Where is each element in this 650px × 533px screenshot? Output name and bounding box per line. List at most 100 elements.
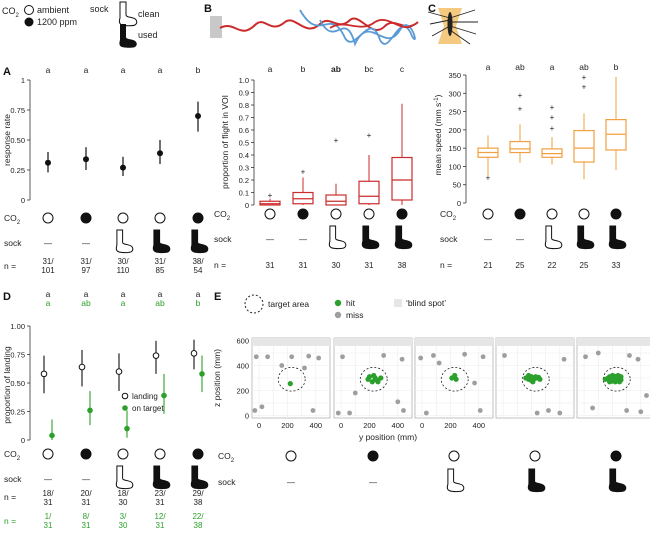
sock-icon [394, 225, 413, 250]
panel-b-letter: B [204, 3, 212, 15]
hit-point [527, 374, 533, 380]
sock-icon [115, 229, 134, 254]
panel-d-n-target-label: n = [4, 516, 16, 526]
y-tick-label: 1.0 [239, 76, 249, 85]
miss-point [534, 410, 540, 416]
co2-marker [529, 450, 541, 462]
y-tick-label: 0 [21, 436, 25, 445]
landing-letter: a [121, 289, 126, 299]
panel-d-letter: D [3, 291, 11, 303]
miss-point [279, 363, 285, 368]
miss-point [431, 353, 436, 358]
no-sock-dash: — [516, 235, 524, 244]
co2-marker [117, 448, 129, 460]
mosquito-body [447, 12, 453, 36]
miss-point [436, 360, 442, 366]
hit-point [369, 379, 375, 385]
miss-point [259, 404, 265, 410]
landing-sample-size: 18/30 [117, 489, 129, 507]
sock-icon [527, 468, 546, 493]
outlier: + [301, 167, 306, 176]
significance-letter: b [301, 64, 306, 74]
co2-marker [285, 450, 297, 462]
legend-used-label: used [138, 30, 158, 40]
miss-point [627, 353, 632, 358]
e-subplot-2: 0 200 400 [333, 337, 413, 430]
sample-size: 31 [266, 261, 275, 270]
e-y-tick-label: 200 [236, 387, 249, 396]
y-tick-label: 0.7 [239, 114, 249, 123]
no-sock-dash: — [369, 478, 377, 487]
legend-clean-sock-icon [118, 1, 138, 27]
sock-icon [446, 468, 465, 493]
target-point [87, 407, 93, 414]
co2-marker [80, 448, 92, 460]
co2-marker [80, 212, 92, 224]
co2-marker [154, 212, 166, 224]
sock-icon [361, 225, 380, 250]
panel-d-co2-label: CO2 [4, 449, 21, 462]
box [509, 140, 531, 154]
panel-a-letter: A [3, 66, 11, 78]
co2-marker [264, 208, 276, 220]
legend-target-area-label: target area [268, 299, 309, 309]
target-area [277, 366, 306, 392]
co2-marker [448, 450, 460, 462]
hit-point [609, 378, 615, 384]
miss-point [595, 350, 601, 356]
landing-point [152, 352, 160, 359]
landing-sample-size: 18/31 [42, 489, 54, 507]
sock-icon [152, 465, 171, 490]
legend-landing-label: landing [132, 392, 158, 401]
hit-point [615, 377, 621, 384]
legend-blind-spot-swatch [394, 299, 402, 307]
y-tick-label: 350 [448, 71, 461, 80]
flight-track-blue [299, 9, 416, 47]
sock-icon [190, 229, 209, 254]
target-sample-size: 3/30 [119, 512, 128, 530]
legend-hit-label: hit [346, 298, 356, 308]
significance-letter: a [158, 65, 163, 75]
outlier: + [582, 73, 587, 82]
panel-b: 0 0.1 0.2 0.3 0.4 0.5 0.6 0.7 0.8 0.9 1.0 proportio… [214, 64, 413, 270]
miss-point [635, 356, 641, 362]
hit-point [375, 379, 381, 385]
landing-point [190, 350, 198, 357]
miss-point [477, 408, 483, 413]
y-tick-label: 0.75 [10, 351, 25, 360]
e-x-tick-label: 200 [281, 421, 294, 430]
flight-source-block [210, 16, 222, 38]
target-letter: a [121, 298, 126, 308]
used-sock-icon [576, 225, 595, 250]
outlier: + [334, 136, 339, 145]
response-rate-point [195, 113, 201, 119]
e-y-tick-label: 0 [245, 412, 249, 421]
hit-point [530, 379, 536, 385]
y-tick-label: 200 [448, 126, 461, 135]
sample-size: 38/54 [192, 257, 204, 275]
significance-letter: bc [365, 64, 375, 74]
sample-size: 30/110 [117, 257, 130, 275]
miss-point [418, 355, 424, 361]
miss-point [289, 354, 295, 360]
e-x-tick-label: 400 [310, 421, 323, 430]
sock-icon [576, 225, 595, 250]
mosquito-illustration [427, 8, 478, 45]
sample-size: 33 [612, 261, 621, 270]
miss-point [335, 410, 341, 416]
y-tick-label: 0 [457, 199, 461, 208]
panel-a-sock-label: sock [4, 238, 22, 248]
miss-point [557, 410, 563, 416]
sample-size: 22 [548, 261, 557, 270]
miss-point [302, 365, 307, 371]
miss-point [401, 408, 406, 413]
miss-point [583, 354, 588, 360]
significance-letter: ab [579, 62, 589, 72]
legend-landing-marker [121, 392, 129, 400]
sample-size: 31/85 [154, 257, 166, 275]
blind-spot-band [252, 338, 330, 346]
miss-point [316, 355, 322, 361]
e-subplot-5 [576, 337, 650, 419]
y-tick-label: 0.75 [10, 106, 25, 115]
co2-marker [154, 448, 166, 460]
